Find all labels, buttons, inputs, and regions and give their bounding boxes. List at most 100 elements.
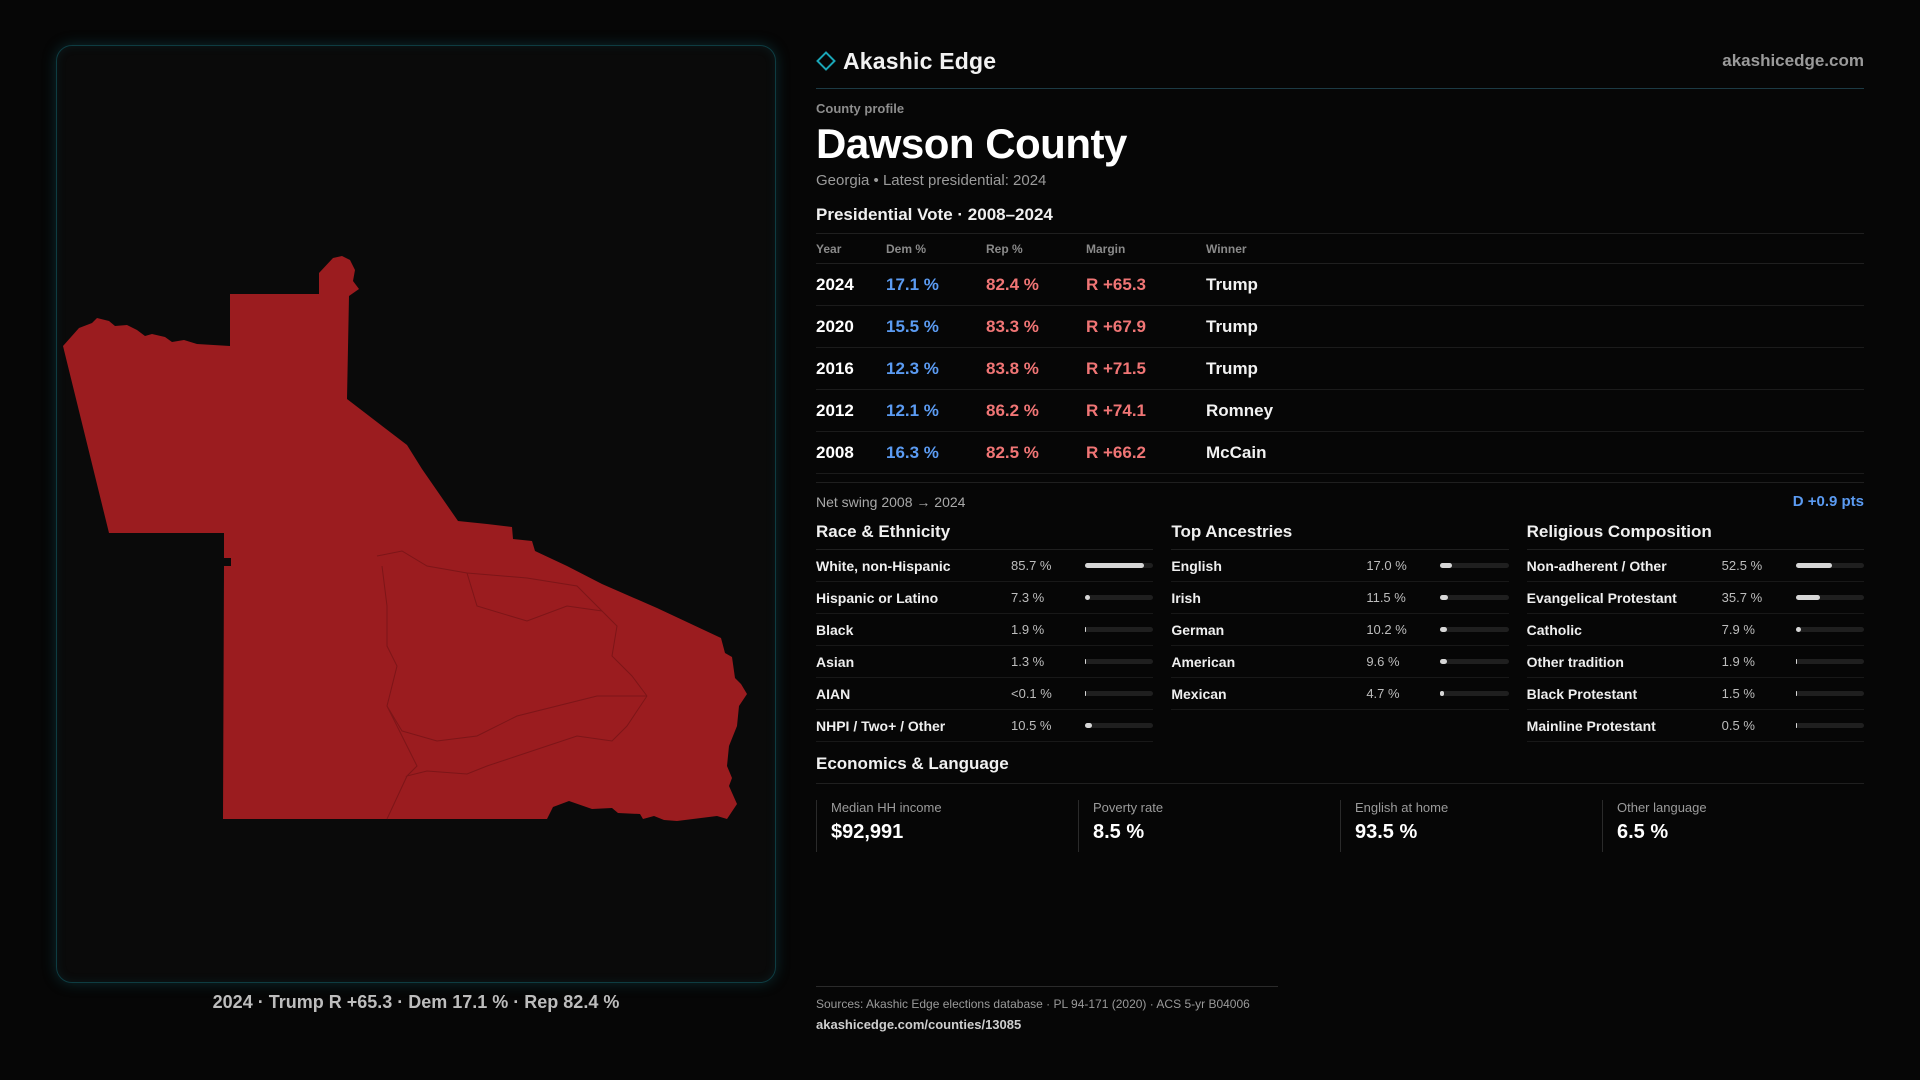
rep-cell: 83.8 % [986,347,1086,390]
page-subtitle: Georgia • Latest presidential: 2024 [816,172,1047,189]
demo-bar-fill [1085,595,1090,600]
demo-bar-fill [1440,659,1447,664]
demo-bar [1085,659,1154,664]
year-cell: 2008 [816,431,886,474]
demo-bar-fill [1795,563,1832,568]
demo-bar [1795,659,1864,664]
demo-bar [1085,691,1154,696]
list-item: Mainline Protestant 0.5 % [1526,710,1864,742]
list-item: English 17.0 % [1171,550,1509,582]
ancestry-section-title: Top Ancestries [1171,522,1509,550]
demo-bar-fill [1795,659,1797,664]
rep-cell: 82.5 % [986,431,1086,474]
demo-percent: 4.7 % [1366,686,1400,701]
demo-percent: <0.1 % [1011,686,1052,701]
dem-cell: 12.1 % [886,389,986,432]
race-section-title: Race & Ethnicity [816,522,1154,550]
demo-percent: 1.9 % [1721,654,1755,669]
rep-cell: 83.3 % [986,305,1086,348]
demo-bar-fill [1085,627,1087,632]
brand-url-link[interactable]: akashicedge.com [1722,51,1864,70]
demo-bar [1085,595,1154,600]
demo-label: Black Protestant [1526,685,1638,702]
demo-percent: 10.5 % [1011,718,1052,733]
demo-label: Other tradition [1526,653,1624,670]
year-cell: 2016 [816,347,886,390]
stat-value: $92,991 [831,821,904,843]
column-header-winner: Winner [1206,233,1864,264]
table-row: 2008 16.3 % 82.5 % R +66.2 McCain [816,431,1864,474]
list-item: German 10.2 % [1171,614,1509,646]
stat-label: Median HH income [831,800,942,815]
list-item: NHPI / Two+ / Other 10.5 % [816,710,1154,742]
demo-label: American [1171,653,1236,670]
demo-bar [1795,595,1864,600]
table-row: 2016 12.3 % 83.8 % R +71.5 Trump [816,347,1864,390]
list-item: Catholic 7.9 % [1526,614,1864,646]
demo-bar-fill [1440,627,1448,632]
page-eyebrow: County profile [816,101,905,116]
demo-bar-fill [1085,563,1144,568]
religion-section-title: Religious Composition [1526,522,1864,550]
column-header-margin: Margin [1086,233,1206,264]
column-header-dem: Dem % [886,233,986,264]
demo-bar [1085,563,1154,568]
demo-bar [1085,723,1154,728]
demo-bar-fill [1795,691,1797,696]
map-caption: 2024 · Trump R +65.3 · Dem 17.1 % · Rep … [212,992,620,1012]
stat-label: English at home [1355,800,1449,815]
demo-percent: 35.7 % [1721,590,1763,605]
vote-table-header: Year Dem % Rep % Margin Winner [816,233,1864,264]
demo-bar [1795,723,1864,728]
demo-bar [1085,627,1154,632]
table-row: 2020 15.5 % 83.3 % R +67.9 Trump [816,305,1864,348]
demo-label: German [1171,621,1225,638]
demo-bar-fill [1085,691,1087,696]
margin-cell: R +67.9 [1086,305,1206,348]
list-item: Non-adherent / Other 52.5 % [1526,550,1864,582]
demo-label: Mexican [1171,685,1227,702]
brand-name: Akashic Edge [843,47,997,74]
demo-percent: 0.5 % [1721,718,1755,733]
demo-label: NHPI / Two+ / Other [816,717,946,734]
margin-cell: R +65.3 [1086,263,1206,306]
race-ethnicity-section: Race & Ethnicity White, non-Hispanic 85.… [816,522,1154,742]
demo-bar [1440,659,1509,664]
profile-content: Akashic Edge akashicedge.com County prof… [816,40,1864,852]
net-swing-label: Net swing 2008 → 2024 [816,493,966,510]
net-swing-value: D +0.9 pts [1792,493,1864,510]
demo-bar [1795,563,1864,568]
demo-percent: 1.3 % [1011,654,1045,669]
county-map-panel [56,45,776,983]
stat-label: Other language [1617,800,1707,815]
list-item: Asian 1.3 % [816,646,1154,678]
list-item: Mexican 4.7 % [1171,678,1509,710]
demo-percent: 1.9 % [1011,622,1045,637]
demo-bar-fill [1440,563,1452,568]
demo-bar-fill [1440,691,1444,696]
rep-cell: 86.2 % [986,389,1086,432]
stat-median-income: Median HH income $92,991 [816,800,1064,852]
stat-label: Poverty rate [1093,800,1164,815]
column-header-year: Year [816,233,886,264]
county-map [63,256,747,821]
demo-label: Mainline Protestant [1526,717,1656,734]
dem-cell: 17.1 % [886,263,986,306]
page-title: Dawson County [816,120,1127,167]
list-item: Hispanic or Latino 7.3 % [816,582,1154,614]
demo-label: White, non-Hispanic [816,557,951,574]
stat-value: 8.5 % [1093,821,1145,843]
demo-bar-fill [1085,659,1087,664]
brand[interactable]: Akashic Edge [816,48,996,75]
rep-cell: 82.4 % [986,263,1086,306]
year-cell: 2024 [816,263,886,306]
demo-percent: 85.7 % [1011,558,1052,573]
county-url-link[interactable]: akashicedge.com/counties/13085 [816,1017,1022,1032]
demo-percent: 7.9 % [1721,622,1755,637]
column-header-rep: Rep % [986,233,1086,264]
list-item: Other tradition 1.9 % [1526,646,1864,678]
demo-percent: 11.5 % [1366,590,1406,605]
county-shape [63,256,747,821]
list-item: Irish 11.5 % [1171,582,1509,614]
brand-header: Akashic Edge akashicedge.com [816,40,1864,89]
